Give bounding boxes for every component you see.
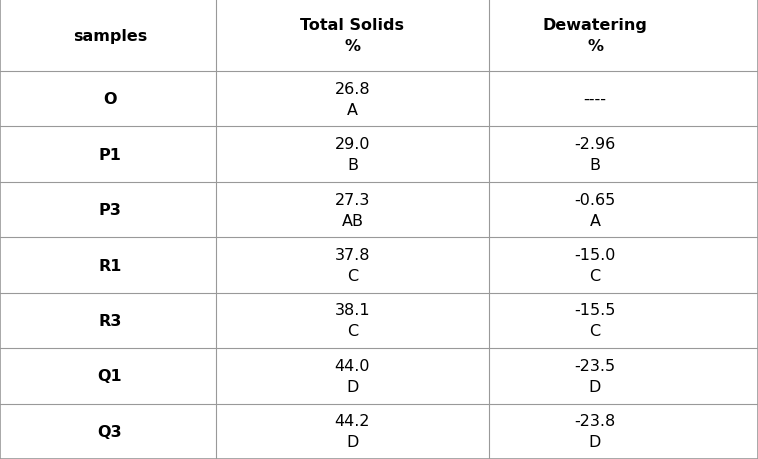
Text: -23.8
D: -23.8 D xyxy=(575,414,615,449)
Text: Total Solids
%: Total Solids % xyxy=(300,18,405,54)
Text: 44.2
D: 44.2 D xyxy=(335,414,370,449)
Text: -23.5
D: -23.5 D xyxy=(575,358,615,394)
Text: P1: P1 xyxy=(99,147,121,162)
Text: 27.3
AB: 27.3 AB xyxy=(335,192,370,228)
Text: 37.8
C: 37.8 C xyxy=(335,247,370,283)
Text: 44.0
D: 44.0 D xyxy=(335,358,370,394)
Text: P3: P3 xyxy=(99,203,121,218)
Text: 29.0
B: 29.0 B xyxy=(335,137,370,173)
Text: -2.96
B: -2.96 B xyxy=(575,137,615,173)
Text: O: O xyxy=(103,92,117,107)
Text: ----: ---- xyxy=(584,92,606,107)
Text: 38.1
C: 38.1 C xyxy=(335,303,370,339)
Text: R3: R3 xyxy=(99,313,121,328)
Text: -0.65
A: -0.65 A xyxy=(575,192,615,228)
Text: samples: samples xyxy=(73,28,147,44)
Text: Q1: Q1 xyxy=(98,369,122,384)
Text: Dewatering
%: Dewatering % xyxy=(543,18,647,54)
Text: Q3: Q3 xyxy=(98,424,122,439)
Text: R1: R1 xyxy=(99,258,121,273)
Text: 26.8
A: 26.8 A xyxy=(335,82,370,118)
Text: -15.0
C: -15.0 C xyxy=(575,247,615,283)
Text: -15.5
C: -15.5 C xyxy=(575,303,615,339)
